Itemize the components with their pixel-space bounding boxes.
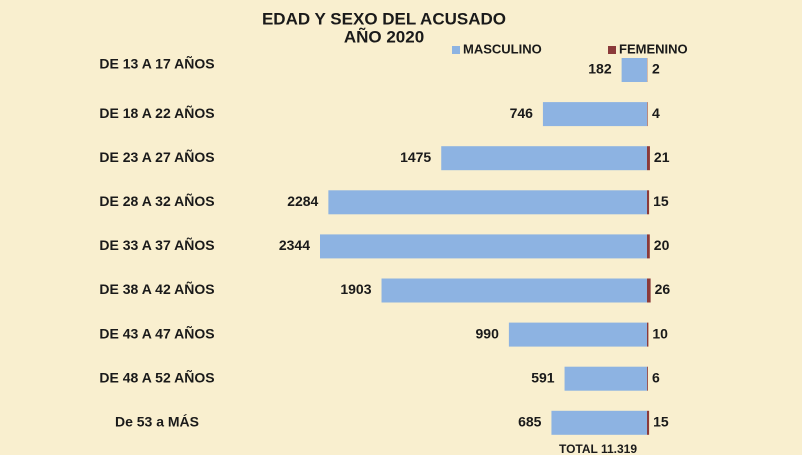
legend-swatch (608, 46, 616, 54)
value-label: 15 (653, 193, 669, 209)
legend-swatch (452, 46, 460, 54)
category-label: DE 38 A 42 AÑOS (99, 280, 214, 297)
bar (320, 234, 647, 259)
category-label: De 53 a MÁS (115, 414, 199, 430)
legend-label: FEMENINO (619, 41, 688, 56)
bar (647, 322, 649, 347)
bar (564, 366, 647, 391)
bar (381, 278, 647, 303)
bar (647, 234, 650, 259)
category-label: DE 13 A 17 AÑOS (99, 55, 214, 72)
value-label: 990 (476, 325, 500, 341)
chart-title: EDAD Y SEXO DEL ACUSADO (262, 9, 506, 28)
category-label: DE 48 A 52 AÑOS (99, 368, 214, 385)
total-annotation: TOTAL 11.319 (559, 442, 637, 455)
value-label: 591 (531, 369, 555, 385)
value-label: 21 (654, 149, 670, 165)
bar (542, 102, 647, 127)
category-label: DE 23 A 27 AÑOS (99, 148, 214, 165)
bar (551, 410, 647, 435)
category-label: DE 28 A 32 AÑOS (99, 192, 214, 209)
value-label: 15 (653, 414, 669, 430)
value-label: 20 (654, 237, 670, 253)
bar (647, 410, 650, 435)
bar (621, 58, 647, 82)
value-label: 182 (588, 61, 612, 77)
value-label: 1903 (340, 281, 371, 297)
value-label: 685 (518, 414, 542, 430)
bar (647, 102, 648, 127)
bar (328, 190, 647, 215)
bar (441, 146, 647, 171)
bar (647, 278, 651, 303)
chart-subtitle: AÑO 2020 (344, 26, 424, 46)
category-label: DE 43 A 47 AÑOS (99, 324, 214, 341)
value-label: 2344 (279, 237, 310, 253)
value-label: 1475 (400, 149, 431, 165)
value-label: 26 (655, 281, 671, 297)
bar (647, 146, 650, 171)
value-label: 2 (652, 61, 660, 77)
value-label: 2284 (287, 193, 318, 209)
value-label: 6 (652, 369, 660, 385)
bar (647, 190, 650, 215)
value-label: 4 (652, 105, 660, 121)
category-label: DE 33 A 37 AÑOS (99, 236, 214, 253)
legend-label: MASCULINO (463, 41, 542, 56)
value-label: 746 (510, 105, 534, 121)
bar (508, 322, 647, 347)
value-label: 10 (652, 325, 668, 341)
category-label: DE 18 A 22 AÑOS (99, 104, 214, 121)
bar (647, 366, 648, 391)
